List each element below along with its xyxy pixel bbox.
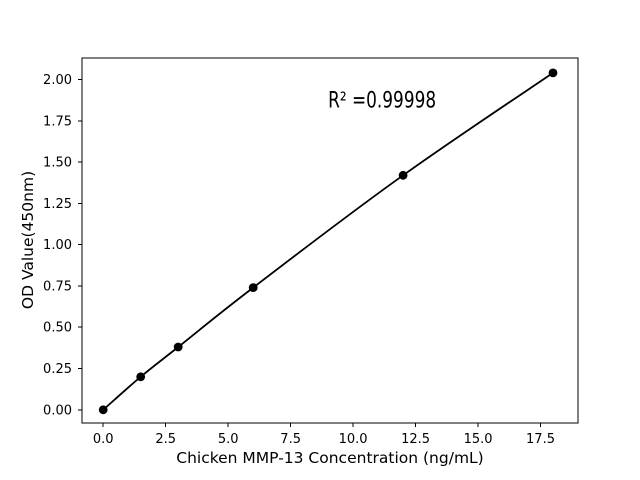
y-tick-label: 1.25 [43,197,72,212]
y-tick-label: 1.50 [43,156,72,171]
data-point [548,68,558,78]
y-tick-label: 2.00 [43,73,72,88]
y-tick-label: 1.00 [43,238,72,253]
x-tick-label: 17.5 [526,432,555,447]
data-point [248,283,258,292]
data-point [98,405,108,415]
curve-line [102,72,554,411]
x-tick-label: 2.5 [155,432,176,447]
y-tick-label: 0.25 [43,362,72,377]
plot-frame [81,57,579,424]
y-tick-label: 0.50 [43,321,72,336]
x-axis: 0.0 2.5 5.0 7.5 10.0 12.5 15.0 17.5 [93,423,555,447]
data-point [173,342,183,352]
x-tick-label: 15.0 [464,432,493,447]
y-tick-label: 0.75 [43,279,72,294]
x-tick-label: 7.5 [280,432,301,447]
data-points [98,68,558,415]
data-point [398,170,408,180]
y-axis-label: OD Value(450nm) [19,171,37,309]
r-squared-annotation: R² =0.99998 [328,89,436,114]
data-point [136,372,146,382]
x-tick-label: 12.5 [401,432,430,447]
y-tick-label: 1.75 [43,114,72,129]
x-axis-label: Chicken MMP-13 Concentration (ng/mL) [176,449,483,467]
x-tick-label: 0.0 [93,432,114,447]
x-tick-label: 10.0 [339,432,368,447]
y-axis: 0.00 0.25 0.50 0.75 1.00 1.25 1.50 1.75 2.00 [43,73,82,418]
y-tick-label: 0.00 [43,403,72,418]
x-tick-label: 5.0 [218,432,239,447]
